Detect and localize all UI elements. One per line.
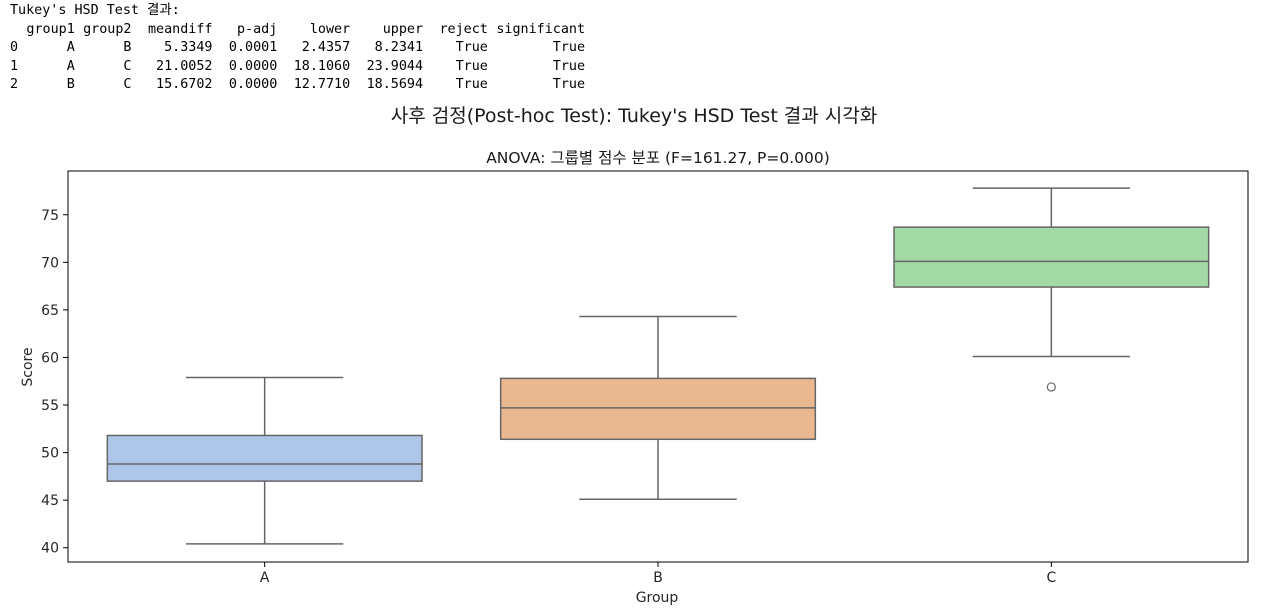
table-cell: upper xyxy=(382,21,424,37)
table-cell: B xyxy=(123,40,132,55)
table-cell: 0.0000 xyxy=(228,77,278,92)
table-cell: 8.2341 xyxy=(374,40,424,55)
table-cell: significant xyxy=(496,21,586,37)
y-tick-label: 75 xyxy=(41,208,59,224)
output-heading: Tukey's HSD Test 결과: xyxy=(10,3,180,18)
table-cell: 2 xyxy=(10,77,19,92)
console-output: Tukey's HSD Test 결과: group1 group2 meandif… xyxy=(10,2,585,95)
table-cell: C xyxy=(123,77,132,92)
table-cell: 0.0000 xyxy=(228,58,278,74)
table-cell: reject xyxy=(439,21,488,37)
table-cell: meandiff xyxy=(147,21,213,37)
x-tick-label: C xyxy=(1046,570,1056,586)
table-cell: 18.5694 xyxy=(366,77,424,92)
result-table-header: group1 group2 meandiff p-adj lower upper rejec… xyxy=(10,22,585,37)
box-b xyxy=(499,377,817,441)
box-a xyxy=(106,434,423,482)
y-tick-label: 65 xyxy=(41,303,59,319)
table-row: 2 B C 15.6702 0.0000 12.7710 18.5694 True True xyxy=(10,77,585,92)
table-row: 0 A B 5.3349 0.0001 2.4357 8.2341 True True xyxy=(10,40,585,55)
table-cell: A xyxy=(66,58,75,74)
plot-area: 40 45 50 55 60 65 70 75 A B C xyxy=(41,170,1249,586)
table-cell: 1 xyxy=(10,58,19,74)
y-tick-label: 40 xyxy=(41,541,59,557)
table-cell: True xyxy=(455,58,488,74)
y-tick-label: 55 xyxy=(41,398,59,414)
table-cell: 21.0052 xyxy=(156,58,213,74)
table-cell: C xyxy=(123,58,132,74)
box-c xyxy=(893,226,1210,288)
table-row: 1 A C 21.0052 0.0000 18.1060 23.9044 True True xyxy=(10,59,585,74)
table-cell: group2 xyxy=(83,21,132,37)
table-cell: 5.3349 xyxy=(164,40,213,55)
table-cell: 2.4357 xyxy=(301,40,351,55)
table-cell: group1 xyxy=(26,21,75,37)
x-tick-label: A xyxy=(260,570,270,586)
y-tick-label: 70 xyxy=(41,255,59,271)
table-cell: True xyxy=(552,40,586,55)
table-cell: 23.9044 xyxy=(366,58,424,74)
y-tick-label: 60 xyxy=(41,350,59,366)
table-header-row: group1 group2 meandiff p-adj lower upper rejec… xyxy=(10,22,585,37)
table-cell: A xyxy=(66,40,75,55)
x-axis-label: Group xyxy=(636,590,679,606)
table-cell: 0 xyxy=(10,40,19,55)
table-cell: lower xyxy=(309,21,351,37)
x-tick-label: B xyxy=(653,570,663,586)
table-cell: True xyxy=(552,58,586,74)
figure-suptitle: 사후 검정(Post-hoc Test): Tukey's HSD Test 결… xyxy=(391,105,878,127)
table-cell: 0.0001 xyxy=(228,40,278,55)
table-cell: True xyxy=(455,40,488,55)
table-cell: 12.7710 xyxy=(293,77,351,92)
table-cell: p-adj xyxy=(236,21,278,37)
table-cell: True xyxy=(455,77,488,92)
table-cell: 15.6702 xyxy=(156,77,213,92)
y-tick-label: 50 xyxy=(41,446,59,462)
table-cell: 18.1060 xyxy=(293,58,351,74)
table-cell: B xyxy=(66,77,75,92)
table-cell: True xyxy=(552,77,586,92)
outlier-point xyxy=(1046,382,1056,392)
y-axis-label: Score xyxy=(20,347,36,386)
chart-title: ANOVA: 그룹별 점수 분포 (F=161.27, P=0.000) xyxy=(486,149,830,167)
y-tick-label: 45 xyxy=(41,493,59,509)
